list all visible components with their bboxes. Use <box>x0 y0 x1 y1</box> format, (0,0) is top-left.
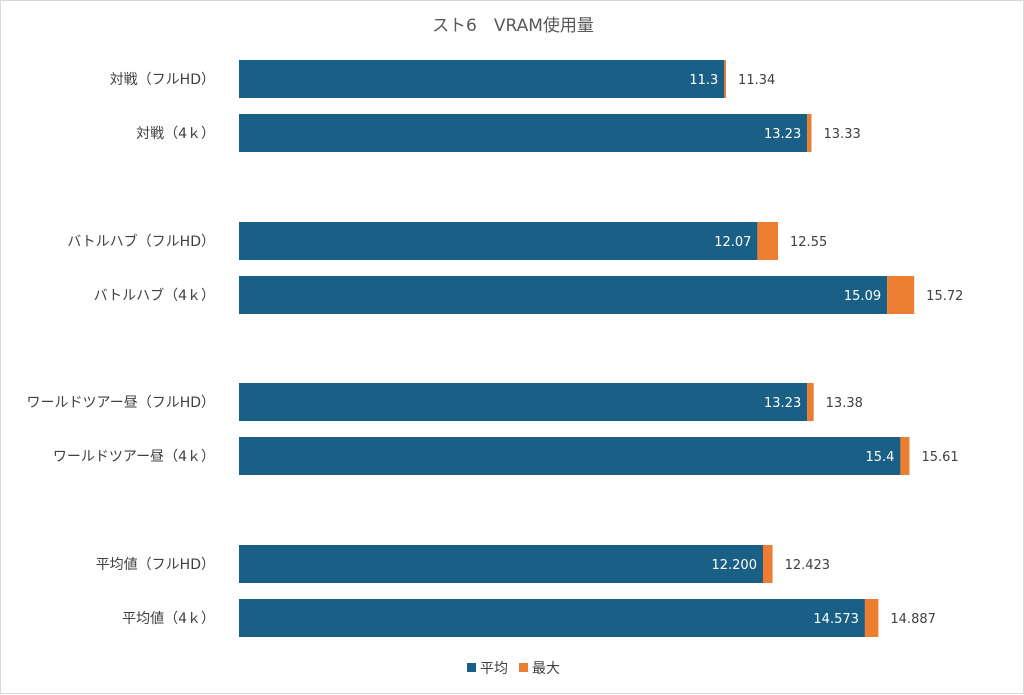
category-label: バトルハブ（4ｋ） <box>94 287 215 304</box>
legend-swatch <box>467 663 476 672</box>
bar-average <box>239 114 808 152</box>
category-label: バトルハブ（フルHD） <box>67 233 215 250</box>
category-label: ワールドツアー昼（フルHD） <box>27 395 215 411</box>
data-label-average: 12.07 <box>714 235 751 250</box>
bar-max <box>864 599 879 637</box>
bar-max <box>807 383 814 421</box>
data-label-average: 12.200 <box>711 558 757 573</box>
data-label-average: 11.3 <box>689 73 718 88</box>
data-label-average: 14.573 <box>813 612 859 627</box>
bar-average <box>239 222 758 260</box>
bars-group: 対戦（フルHD） 11.3 11.34 対戦（4ｋ） 13.23 13.33 バトルハブ（フ… <box>27 60 963 637</box>
data-label-max: 13.38 <box>826 396 863 411</box>
data-label-max: 15.72 <box>926 289 963 304</box>
data-label-max: 12.55 <box>790 235 827 250</box>
data-label-max: 13.33 <box>824 127 861 142</box>
category-label: ワールドツアー昼（4ｋ） <box>53 449 215 465</box>
legend: 平均 最大 <box>467 661 560 677</box>
data-label-average: 13.23 <box>764 127 801 142</box>
category-label: 対戦（4ｋ） <box>136 126 215 142</box>
bar-max <box>900 437 910 475</box>
bar-max <box>887 276 915 314</box>
data-label-average: 15.09 <box>844 289 881 304</box>
legend-swatch <box>519 663 528 672</box>
category-label: 平均値（フルHD） <box>96 557 215 573</box>
bar-average <box>239 437 901 475</box>
bar-average <box>239 599 865 637</box>
bar-max <box>757 222 779 260</box>
legend-label: 平均 <box>480 661 508 677</box>
data-label-average: 15.4 <box>865 450 894 465</box>
category-label: 平均値（4ｋ） <box>122 611 215 627</box>
category-label: 対戦（フルHD） <box>110 72 215 88</box>
bar-average <box>239 383 808 421</box>
bar-average <box>239 545 763 583</box>
data-label-max: 14.887 <box>890 612 936 627</box>
bar-average <box>239 276 888 314</box>
bar-max <box>807 114 812 152</box>
bar-max <box>762 545 773 583</box>
data-label-average: 13.23 <box>764 396 801 411</box>
data-label-max: 12.423 <box>785 558 831 573</box>
data-label-max: 15.61 <box>921 450 958 465</box>
legend-label: 最大 <box>532 661 560 677</box>
chart-title: スト6 VRAM使用量 <box>432 15 594 36</box>
data-label-max: 11.34 <box>738 73 775 88</box>
bar-average <box>239 60 725 98</box>
bar-max <box>724 60 727 98</box>
